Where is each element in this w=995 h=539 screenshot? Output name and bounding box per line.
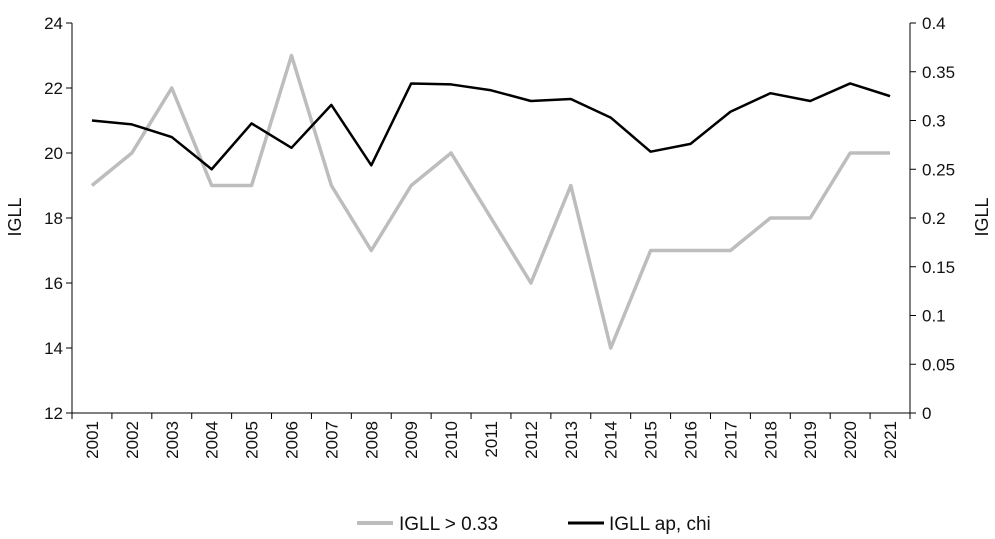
x-tick-label: 2015 bbox=[642, 421, 661, 459]
left-tick-label: 16 bbox=[44, 274, 63, 293]
right-tick-label: 0.25 bbox=[922, 160, 955, 179]
x-tick-label: 2008 bbox=[362, 421, 381, 459]
right-axis-title: IGLL bbox=[972, 197, 992, 236]
legend-label-series-1: IGLL > 0.33 bbox=[399, 514, 498, 535]
left-tick-label: 14 bbox=[44, 339, 63, 358]
right-tick-label: 0.4 bbox=[922, 14, 946, 33]
x-tick-label: 2005 bbox=[243, 421, 262, 459]
right-tick-label: 0.1 bbox=[922, 307, 946, 326]
x-tick-label: 2014 bbox=[602, 421, 621, 459]
x-tick-label: 2013 bbox=[562, 421, 581, 459]
series-line-2 bbox=[91, 82, 891, 171]
x-tick-label: 2009 bbox=[402, 421, 421, 459]
left-tick-label: 20 bbox=[44, 144, 63, 163]
x-tick-label: 2010 bbox=[442, 421, 461, 459]
x-tick-label: 2002 bbox=[123, 421, 142, 459]
right-tick-label: 0.15 bbox=[922, 258, 955, 277]
left-tick-label: 12 bbox=[44, 404, 63, 423]
left-tick-label: 24 bbox=[44, 14, 63, 33]
x-tick-label: 2020 bbox=[841, 421, 860, 459]
left-axis-title: IGLL bbox=[5, 197, 25, 236]
series-line-1 bbox=[90, 53, 891, 350]
left-axis-ticks: 12 14 16 18 20 22 24 bbox=[44, 14, 72, 423]
x-tick-label: 2017 bbox=[721, 421, 740, 459]
left-tick-label: 22 bbox=[44, 79, 63, 98]
x-tick-label: 2012 bbox=[522, 421, 541, 459]
right-tick-label: 0.05 bbox=[922, 355, 955, 374]
x-tick-label: 2006 bbox=[282, 421, 301, 459]
right-tick-label: 0.35 bbox=[922, 63, 955, 82]
right-axis-ticks: 0 0.05 0.1 0.15 0.2 0.25 0.3 0.35 0.4 bbox=[910, 14, 955, 423]
x-tick-label: 2011 bbox=[482, 421, 501, 458]
x-tick-label: 2007 bbox=[322, 421, 341, 459]
right-tick-label: 0.2 bbox=[922, 209, 946, 228]
x-tick-label: 2004 bbox=[203, 421, 222, 459]
legend-label-series-2: IGLL ap, chi bbox=[609, 514, 711, 535]
left-tick-label: 18 bbox=[44, 209, 63, 228]
series-layer bbox=[90, 53, 891, 350]
x-tick-label: 2021 bbox=[881, 421, 900, 459]
x-tick-label: 2019 bbox=[801, 421, 820, 459]
right-tick-label: 0.3 bbox=[922, 112, 946, 131]
x-axis-ticks: 2001 2002 2003 2004 2005 2006 2007 2008 2009 2010… bbox=[71, 413, 911, 459]
right-tick-label: 0 bbox=[922, 404, 931, 423]
x-tick-label: 2001 bbox=[83, 421, 102, 459]
x-tick-label: 2018 bbox=[761, 421, 780, 459]
legend: IGLL > 0.33 IGLL ap, chi bbox=[357, 514, 711, 535]
x-tick-label: 2003 bbox=[163, 421, 182, 459]
x-tick-label: 2016 bbox=[682, 421, 701, 459]
